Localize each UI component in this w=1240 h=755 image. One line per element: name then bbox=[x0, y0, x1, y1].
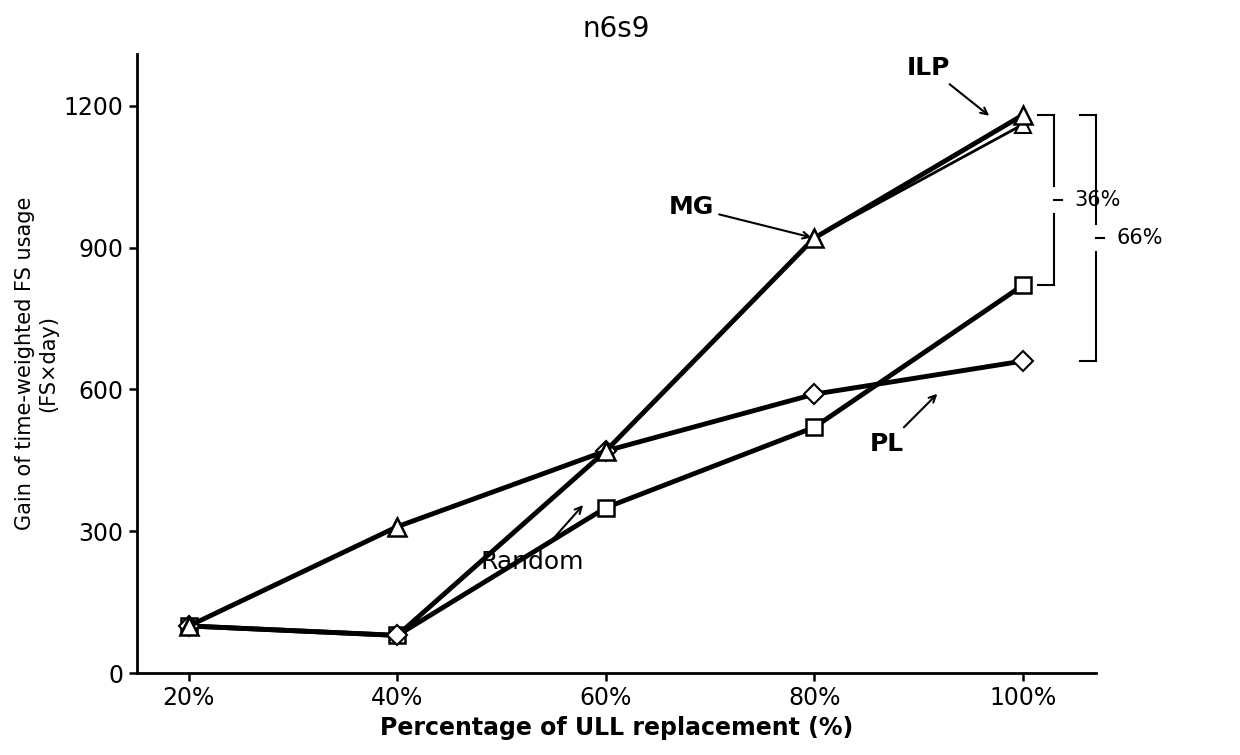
Text: 36%: 36% bbox=[1075, 190, 1121, 211]
Text: MG: MG bbox=[668, 196, 810, 239]
Text: Random: Random bbox=[481, 507, 584, 574]
Text: ILP: ILP bbox=[908, 56, 987, 114]
Y-axis label: Gain of time-weighted FS usage
(FS×day): Gain of time-weighted FS usage (FS×day) bbox=[15, 197, 58, 530]
Title: n6s9: n6s9 bbox=[583, 15, 650, 43]
X-axis label: Percentage of ULL replacement (%): Percentage of ULL replacement (%) bbox=[379, 716, 853, 740]
Text: 66%: 66% bbox=[1116, 228, 1163, 248]
Text: PL: PL bbox=[870, 396, 936, 456]
